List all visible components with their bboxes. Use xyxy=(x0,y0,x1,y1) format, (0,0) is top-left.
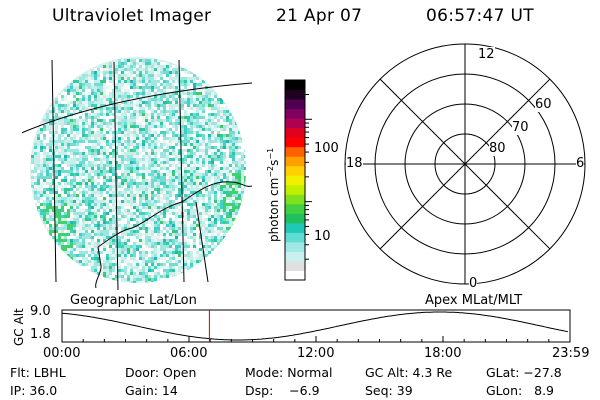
mlat-label-70: 70 xyxy=(512,120,529,135)
colorbar-swatch xyxy=(285,137,305,148)
altitude-ylabel: GC Alt xyxy=(12,308,26,346)
uv-image-disk xyxy=(22,57,252,291)
mlt-label-0: 0 xyxy=(469,276,478,291)
colorbar-swatch xyxy=(285,184,305,195)
mlt-label-12: 12 xyxy=(478,47,495,62)
colorbar-swatch xyxy=(285,241,305,252)
polar-mlt-plot xyxy=(344,43,586,285)
svg-text:photon cm−2s−1: photon cm−2s−1 xyxy=(266,148,281,242)
alt-xtick-0: 00:00 xyxy=(43,346,81,361)
mlat-label-60: 60 xyxy=(535,97,552,112)
info-glon: GLon: 8.9 xyxy=(486,383,555,398)
colorbar-swatch xyxy=(285,89,305,100)
info-ip: IP: 36.0 xyxy=(10,383,58,398)
date-label: 21 Apr 07 xyxy=(276,6,363,26)
colorbar-swatch xyxy=(285,156,305,167)
alt-xtick-2: 12:00 xyxy=(297,346,335,361)
instrument-title: Ultraviolet Imager xyxy=(52,6,212,26)
info-seq: Seq: 39 xyxy=(365,383,413,398)
info-flt: Flt: LBHL xyxy=(10,365,66,380)
colorbar-swatch xyxy=(285,165,305,176)
colorbar-swatch xyxy=(285,99,305,110)
geographic-label: Geographic Lat/Lon xyxy=(70,293,197,308)
colorbar-swatch xyxy=(285,175,305,186)
geo-grid-lines xyxy=(22,59,252,291)
colorbar-swatch xyxy=(285,222,305,233)
colorbar xyxy=(284,79,312,281)
svg-text:GC Alt: GC Alt xyxy=(12,308,26,346)
colorbar-swatch xyxy=(285,203,305,214)
colorbar-swatch xyxy=(285,118,305,129)
alt-xtick-4: 23:59 xyxy=(552,346,590,361)
mlat-label-80: 80 xyxy=(489,141,506,156)
altitude-plot xyxy=(61,309,571,343)
alt-xtick-1: 06:00 xyxy=(170,346,208,361)
alt-ytick-1-8: 1.8 xyxy=(30,327,51,342)
emission-speckle xyxy=(31,59,246,283)
colorbar-swatch xyxy=(285,213,305,224)
info-mode: Mode: Normal xyxy=(245,365,333,380)
time-label: 06:57:47 UT xyxy=(426,6,534,26)
colorbar-swatch xyxy=(285,194,305,205)
colorbar-tick-10: 10 xyxy=(314,229,331,244)
colorbar-swatch xyxy=(285,251,305,262)
info-gain: Gain: 14 xyxy=(125,383,178,398)
alt-ytick-9: 9.0 xyxy=(30,304,51,319)
colorbar-tick-100: 100 xyxy=(314,141,339,156)
mlt-label-18: 18 xyxy=(346,156,363,171)
info-dsp: Dsp: −6.9 xyxy=(245,383,320,398)
colorbar-swatch xyxy=(285,108,305,119)
info-glat: GLat: −27.8 xyxy=(486,365,562,380)
colorbar-swatch xyxy=(285,127,305,138)
colorbar-unit-label: photon cm−2s−1 xyxy=(266,148,281,242)
apex-label: Apex MLat/MLT xyxy=(425,293,523,308)
alt-xtick-3: 18:00 xyxy=(424,346,462,361)
colorbar-swatch xyxy=(285,270,305,281)
info-door: Door: Open xyxy=(125,365,197,380)
colorbar-swatch xyxy=(285,80,305,91)
mlt-label-6: 6 xyxy=(576,156,585,171)
colorbar-swatch xyxy=(285,232,305,243)
info-gcalt: GC Alt: 4.3 Re xyxy=(365,365,453,380)
colorbar-swatch xyxy=(285,146,305,157)
colorbar-swatch xyxy=(285,260,305,271)
